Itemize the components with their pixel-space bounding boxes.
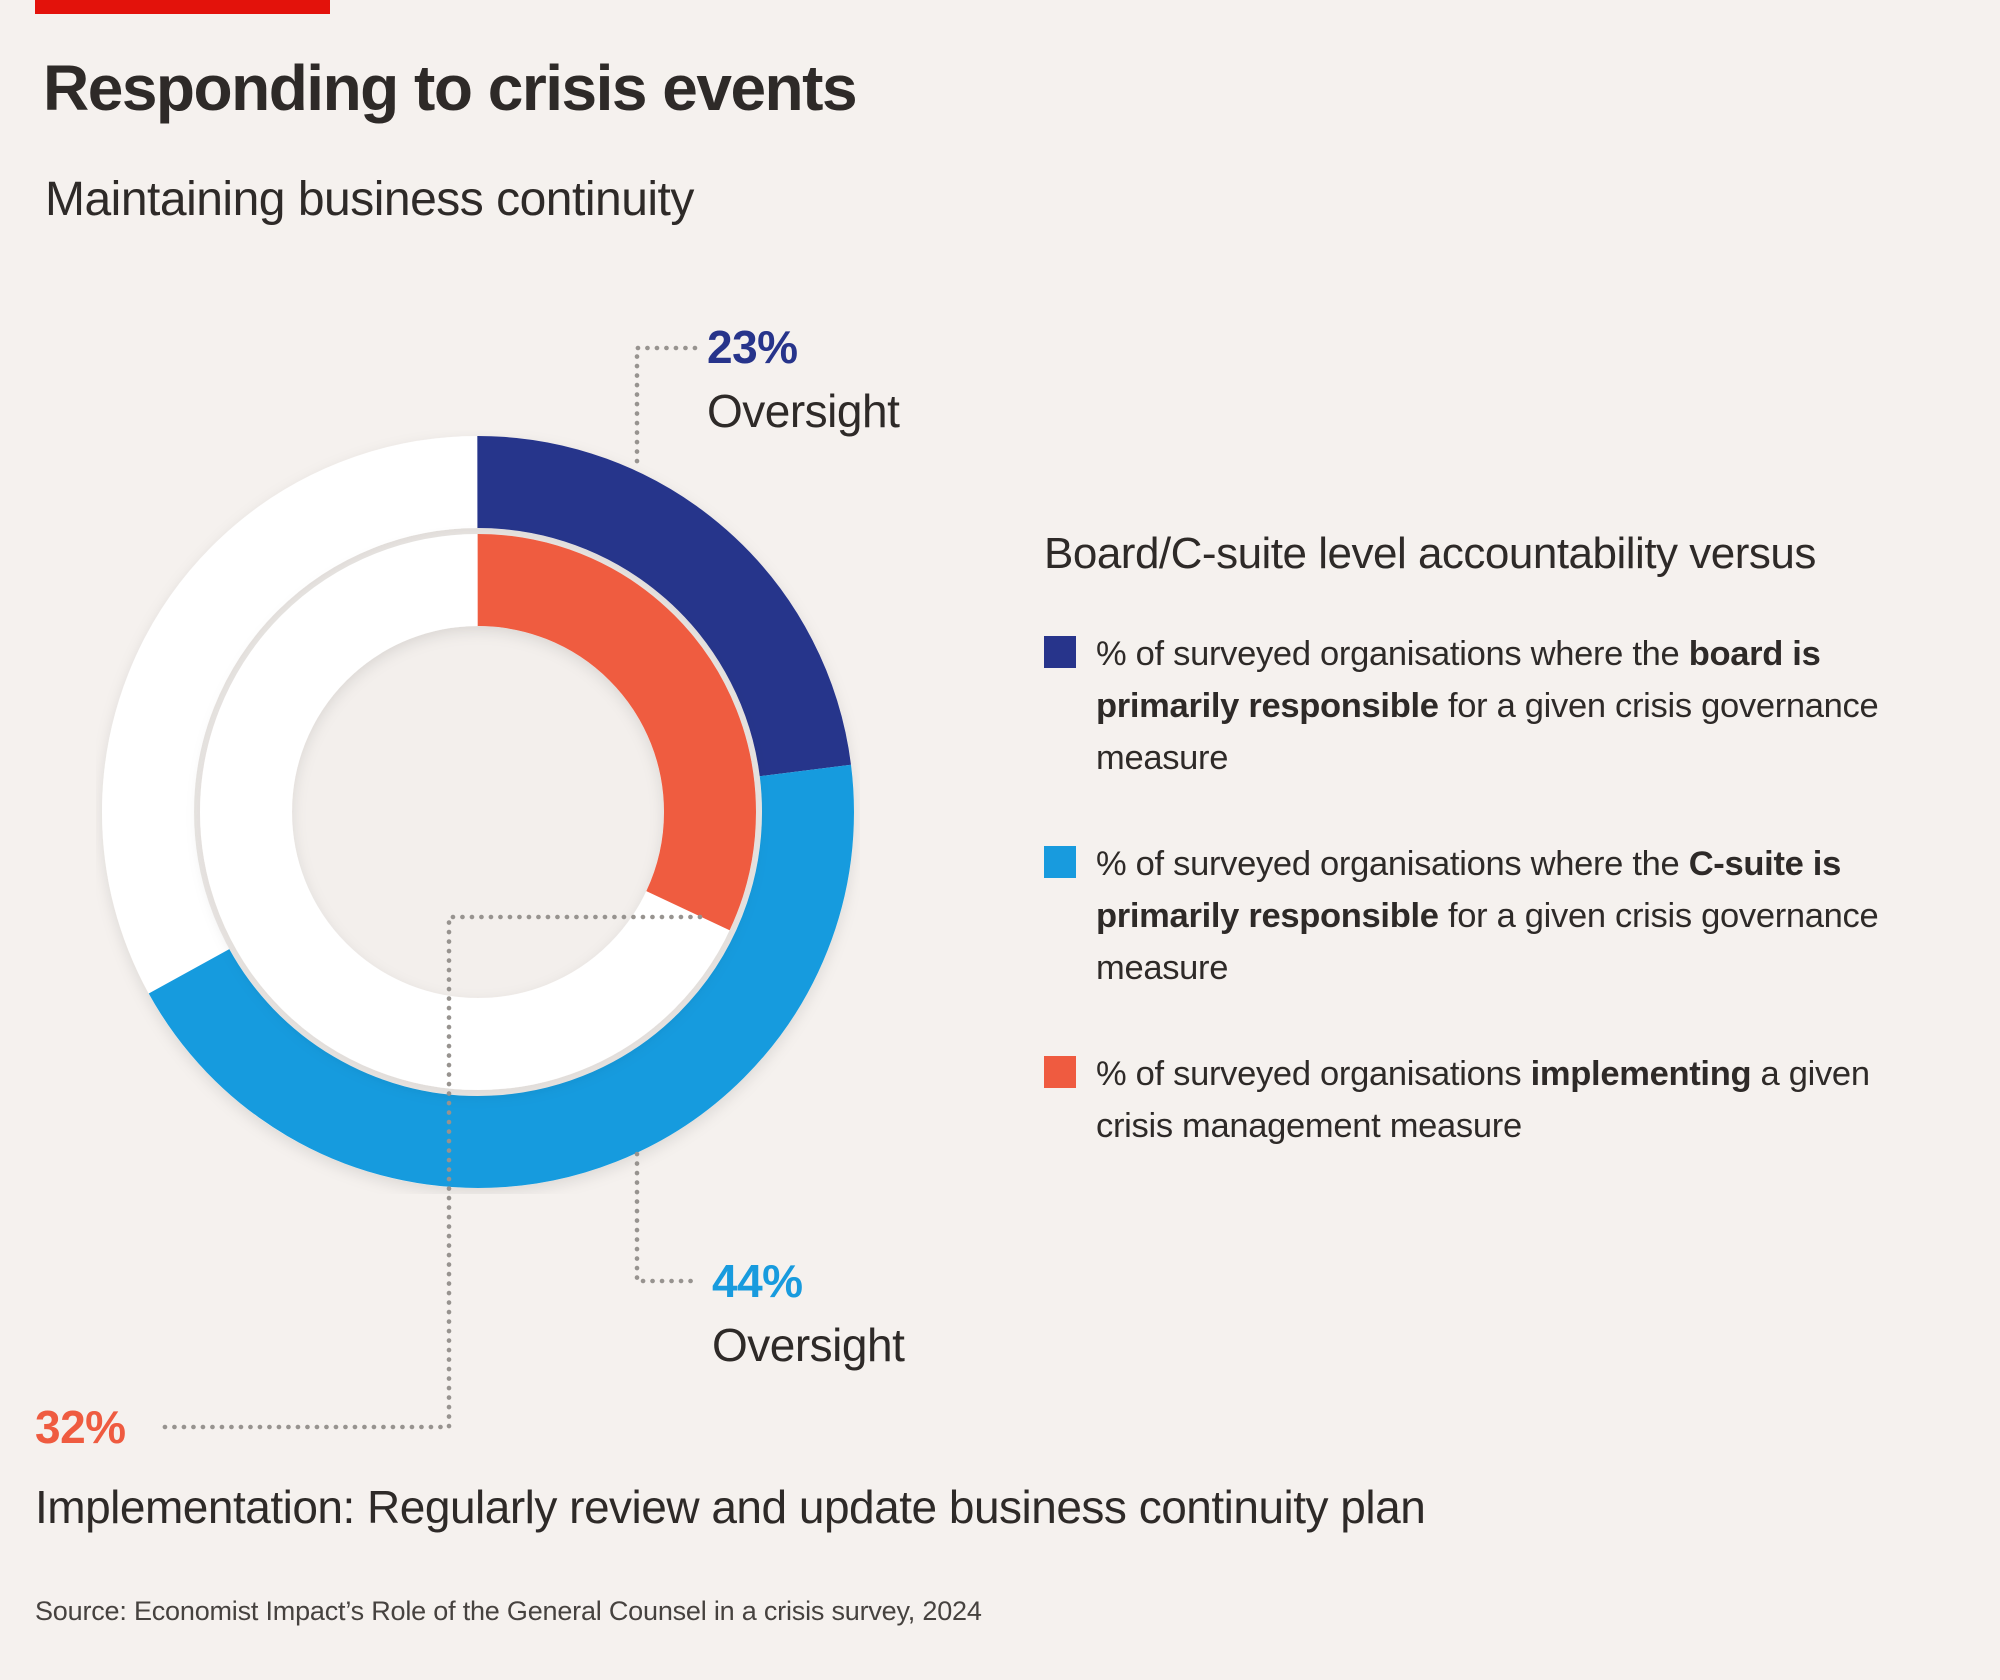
- legend-item-csuite: % of surveyed organisations where the C-…: [1044, 838, 1896, 994]
- callout-csuite-value: 44%: [712, 1255, 803, 1307]
- callout-board-value: 23%: [707, 321, 798, 373]
- legend-swatch-csuite: [1044, 846, 1076, 878]
- donut-chart: [102, 436, 854, 1188]
- legend-text-prefix: % of surveyed organisations where the: [1096, 635, 1689, 673]
- legend-item-board: % of surveyed organisations where the bo…: [1044, 628, 1896, 784]
- callout-board: 23% Oversight: [707, 320, 900, 438]
- callout-csuite: 44% Oversight: [712, 1254, 905, 1372]
- legend-item-implementation: % of surveyed organisations implementing…: [1044, 1048, 1896, 1152]
- implementation-arc-segment: [200, 534, 756, 1090]
- donut-center-hole: [292, 626, 664, 998]
- page-title: Responding to crisis events: [43, 52, 858, 124]
- legend-text-board: % of surveyed organisations where the bo…: [1096, 628, 1896, 784]
- legend-text-bold: C-suite is primarily responsible: [1096, 845, 1841, 935]
- legend-swatch-board: [1044, 636, 1076, 668]
- legend-text-suffix: for a given crisis governance measure: [1096, 687, 1879, 777]
- page-subtitle: Maintaining business continuity: [45, 173, 694, 226]
- legend-swatch-implementation: [1044, 1056, 1076, 1088]
- legend-text-prefix: % of surveyed organisations: [1096, 1055, 1531, 1093]
- board-arc-segment: [102, 436, 854, 1188]
- legend-heading: Board/C-suite level accountability versu…: [1044, 529, 1816, 578]
- brand-accent-bar: [35, 0, 330, 14]
- legend-text-bold: implementing: [1530, 1055, 1752, 1093]
- callout-implementation-value: 32%: [35, 1401, 126, 1453]
- callout-implementation: 32%: [35, 1400, 126, 1454]
- legend-text-prefix: % of surveyed organisations where the: [1096, 845, 1689, 883]
- source-note: Source: Economist Impact’s Role of the G…: [35, 1596, 982, 1626]
- legend-text-bold: board is primarily responsible: [1096, 635, 1821, 725]
- legend-text-implementation: % of surveyed organisations implementing…: [1096, 1048, 1896, 1152]
- legend-text-suffix: a given crisis management measure: [1096, 1055, 1870, 1145]
- implementation-note: Implementation: Regularly review and upd…: [35, 1481, 1426, 1533]
- legend-text-csuite: % of surveyed organisations where the C-…: [1096, 838, 1896, 994]
- legend: Board/C-suite level accountability versu…: [1044, 528, 1924, 1145]
- callout-board-label: Oversight: [707, 385, 900, 437]
- callout-csuite-label: Oversight: [712, 1319, 905, 1371]
- legend-text-suffix: for a given crisis governance measure: [1096, 897, 1879, 987]
